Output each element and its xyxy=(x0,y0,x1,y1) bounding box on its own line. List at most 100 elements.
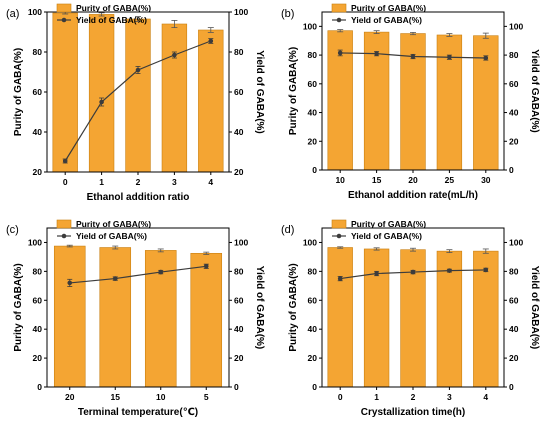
legend-bar-swatch xyxy=(331,219,347,229)
right-tick-label: 100 xyxy=(234,237,248,247)
bar xyxy=(473,250,499,388)
y-axis-label-left: Purity of GABA(%) xyxy=(13,263,24,351)
chart-panel-4: (d) 0 20 40 60 80 100 0 20 40 60 80 100 0 1 2 3 4 Crystall… xyxy=(281,219,540,418)
x-tick-label: 3 xyxy=(447,392,452,402)
x-tick-label: 15 xyxy=(372,175,382,185)
left-tick-label: 80 xyxy=(33,266,43,276)
panel-label: (d) xyxy=(281,224,294,236)
line-point xyxy=(112,276,118,281)
right-tick-label: 20 xyxy=(234,353,244,363)
left-tick-label: 100 xyxy=(28,7,42,17)
right-tick-label: 40 xyxy=(234,127,244,137)
right-tick-label: 40 xyxy=(509,324,519,334)
legend-line-marker xyxy=(336,17,342,23)
bar xyxy=(327,247,353,388)
y-axis-label-right: Yield of GABA(%) xyxy=(254,266,265,350)
legend-bar-swatch xyxy=(56,219,72,229)
legend-label-purity: Purity of GABA(%) xyxy=(351,3,426,13)
x-tick-label: 30 xyxy=(481,175,491,185)
y-axis-label-right: Yield of GABA(%) xyxy=(529,266,540,350)
bar xyxy=(363,248,390,388)
right-tick-label: 40 xyxy=(234,324,244,334)
right-tick-label: 100 xyxy=(509,21,523,31)
left-tick-label: 20 xyxy=(308,136,318,146)
x-axis-label: Ethanol addition ratio xyxy=(87,192,190,203)
right-tick-label: 60 xyxy=(234,87,244,97)
x-tick-label: 0 xyxy=(63,177,68,187)
line-point xyxy=(62,158,68,164)
legend-bar-swatch xyxy=(56,3,72,13)
left-tick-label: 40 xyxy=(33,324,43,334)
x-axis-label: Crystallization time(h) xyxy=(361,407,465,418)
left-tick-label: 80 xyxy=(308,266,318,276)
legend-label-purity: Purity of GABA(%) xyxy=(76,3,151,13)
left-tick-label: 20 xyxy=(33,353,43,363)
chart-panel-3: (c) 0 20 40 60 80 100 0 20 40 60 80 100 20 15 10 5 Termin… xyxy=(6,219,265,418)
line-point xyxy=(208,38,214,44)
left-tick-label: 40 xyxy=(33,127,43,137)
x-tick-label: 4 xyxy=(208,177,213,187)
right-tick-label: 60 xyxy=(509,295,519,305)
x-axis-label: Terminal temperature(℃) xyxy=(78,407,198,418)
left-tick-label: 0 xyxy=(37,382,42,392)
line-point xyxy=(483,55,489,61)
right-tick-label: 100 xyxy=(234,7,248,17)
line-point xyxy=(410,54,416,59)
x-tick-label: 2 xyxy=(136,177,141,187)
chart-panel-1: (a) 20 40 60 80 100 20 40 60 80 100 0 1 2 3 4 Ethanol ad… xyxy=(6,3,265,203)
bar xyxy=(125,18,151,173)
x-tick-label: 1 xyxy=(374,392,379,402)
line-point xyxy=(172,52,177,58)
right-tick-label: 60 xyxy=(509,79,519,89)
line-point xyxy=(158,269,164,275)
left-tick-label: 60 xyxy=(33,295,43,305)
line-point xyxy=(337,276,343,281)
legend-line-marker xyxy=(61,233,67,239)
yield-line xyxy=(69,265,207,284)
legend-label-yield: Yield of GABA(%) xyxy=(76,231,147,241)
left-tick-label: 40 xyxy=(308,324,318,334)
y-axis-label-left: Purity of GABA(%) xyxy=(288,263,299,351)
legend-label-purity: Purity of GABA(%) xyxy=(76,219,151,229)
legend-label-yield: Yield of GABA(%) xyxy=(351,15,422,25)
x-tick-label: 25 xyxy=(445,175,455,185)
legend-label-yield: Yield of GABA(%) xyxy=(76,15,147,25)
right-tick-label: 40 xyxy=(509,108,519,118)
x-tick-label: 3 xyxy=(172,177,177,187)
x-tick-label: 0 xyxy=(338,392,343,402)
line-point xyxy=(447,54,452,60)
x-tick-label: 2 xyxy=(411,392,416,402)
left-tick-label: 60 xyxy=(308,79,318,89)
left-tick-label: 60 xyxy=(308,295,318,305)
right-tick-label: 80 xyxy=(234,47,244,57)
line-point xyxy=(67,280,73,286)
line-point xyxy=(374,51,379,56)
left-tick-label: 20 xyxy=(33,167,43,177)
bar xyxy=(88,14,115,173)
bar xyxy=(99,247,132,388)
left-tick-label: 0 xyxy=(312,165,317,175)
bar xyxy=(53,245,86,388)
left-tick-label: 20 xyxy=(308,353,318,363)
panel-label: (c) xyxy=(6,224,19,236)
line-point xyxy=(135,67,141,73)
x-tick-label: 4 xyxy=(483,392,488,402)
x-tick-label: 20 xyxy=(65,392,75,402)
legend-line-marker xyxy=(61,17,67,23)
x-tick-label: 10 xyxy=(335,175,345,185)
y-axis-label-left: Purity of GABA(%) xyxy=(288,47,299,135)
y-axis-label-right: Yield of GABA(%) xyxy=(254,50,265,134)
right-tick-label: 20 xyxy=(509,353,519,363)
x-axis-label: Ethanol addition rate(mL/h) xyxy=(348,190,478,201)
legend-label-purity: Purity of GABA(%) xyxy=(351,219,426,229)
legend-label-yield: Yield of GABA(%) xyxy=(351,231,422,241)
right-tick-label: 80 xyxy=(509,266,519,276)
right-tick-label: 20 xyxy=(234,167,244,177)
panel-label: (b) xyxy=(281,8,294,20)
left-tick-label: 0 xyxy=(312,382,317,392)
bar xyxy=(436,250,463,388)
chart-panel-2: (b) 0 20 40 60 80 100 0 20 40 60 80 100 10 15 20 25 30Eth… xyxy=(281,3,540,201)
line-point xyxy=(374,271,379,276)
